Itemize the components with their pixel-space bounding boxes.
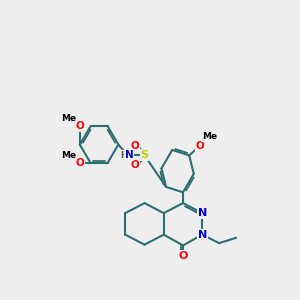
Text: O: O (76, 158, 84, 168)
Text: Me: Me (61, 151, 76, 160)
Text: Me: Me (202, 132, 217, 141)
Text: O: O (178, 251, 188, 261)
Text: O: O (196, 141, 204, 151)
Text: N: N (198, 208, 207, 218)
Text: O: O (131, 141, 140, 151)
Text: Me: Me (61, 114, 76, 123)
Text: N: N (198, 230, 207, 240)
Text: S: S (140, 150, 148, 160)
Text: N: N (125, 150, 134, 160)
Text: O: O (131, 160, 140, 170)
Text: O: O (76, 121, 84, 131)
Text: H: H (120, 151, 127, 160)
